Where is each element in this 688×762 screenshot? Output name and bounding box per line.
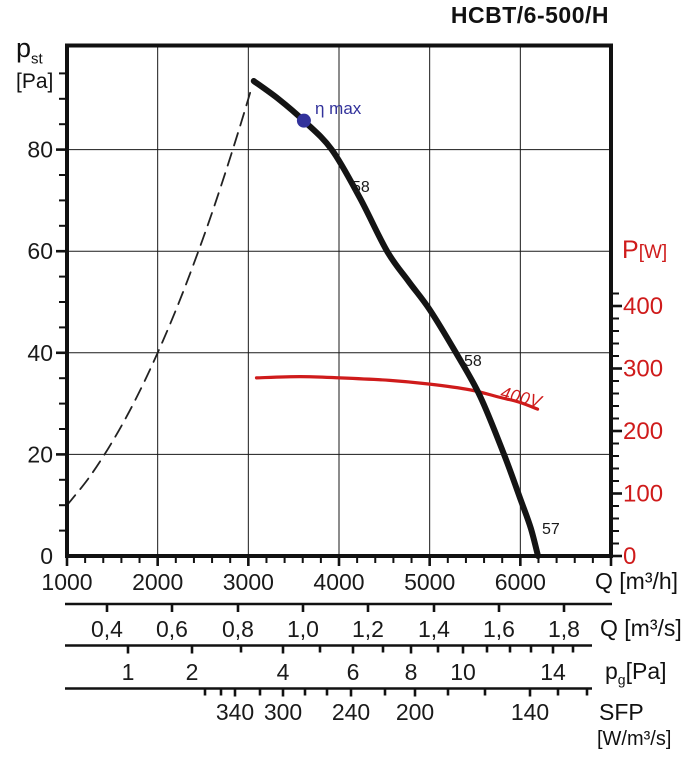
y-right-tick-label: 200 (623, 418, 663, 445)
pg-unit: [Pa] (625, 658, 667, 684)
secondary-scale-tick-label: 240 (332, 699, 370, 725)
secondary-scale-tick-label: 1,8 (548, 616, 580, 642)
fan-pressure-curve (250, 78, 542, 559)
x-scale-m3s-unit: Q [m³/s] (600, 615, 682, 641)
efficiency-label-top: 58 (352, 179, 370, 196)
power-curve-400V (254, 375, 540, 411)
y-right-symbol: P (622, 236, 639, 264)
secondary-scale-tick-label: 0,6 (156, 616, 188, 642)
y-right-unit: [W] (638, 242, 668, 263)
pg-symbol: p (605, 658, 618, 684)
efficiency-label-bottom: 57 (542, 521, 560, 538)
efficiency-label-mid: 58 (464, 353, 482, 370)
x-scale-pg-unit: pg[Pa] (605, 660, 667, 687)
y-right-tick-label: 400 (623, 293, 663, 320)
secondary-scale-tick-label: 340 (216, 699, 254, 725)
secondary-scale-tick-label: 8 (405, 659, 418, 685)
y-axis-right-label: P[W] (622, 238, 667, 263)
y-left-symbol: p (16, 33, 32, 63)
secondary-scale-tick-label: 4 (277, 659, 290, 685)
secondary-scale-tick-label: 2 (186, 659, 199, 685)
secondary-scale-tick-label: 6 (347, 659, 360, 685)
x-axis-tick-label: 3000 (223, 569, 274, 595)
eta-max-marker (296, 113, 311, 128)
y-left-tick-label: 0 (40, 543, 53, 569)
pg-subscript: g (617, 671, 626, 688)
secondary-scale-tick-label: 0,8 (222, 616, 254, 642)
secondary-scale-tick-label: 140 (511, 699, 549, 725)
x-axis-tick-label: 1000 (41, 569, 92, 595)
x-axis-tick-label: 5000 (404, 569, 455, 595)
y-left-subscript: st (31, 50, 43, 68)
x-axis-tick-label: 2000 (132, 569, 183, 595)
secondary-scale-tick-label: 1 (122, 659, 135, 685)
y-right-tick-label: 0 (623, 543, 636, 570)
chart-title: HCBT/6-500/H (450, 2, 609, 28)
eta-max-label: η max (315, 99, 362, 118)
secondary-scale-tick-label: 10 (450, 659, 476, 685)
y-left-tick-label: 60 (27, 238, 53, 264)
secondary-scale-tick-label: 200 (396, 699, 434, 725)
x-axis-main-unit: Q [m³/h] (595, 568, 679, 594)
y-right-tick-label: 300 (623, 356, 663, 383)
secondary-scale-tick-label: 0,4 (91, 616, 123, 642)
system-resistance-curve (66, 85, 253, 507)
plot-frame (65, 43, 613, 558)
x-scale-sfp-title: SFP (599, 699, 644, 725)
secondary-scale-tick-label: 1,0 (287, 616, 319, 642)
x-scale-sfp-unit: [W/m³/s] (597, 728, 672, 750)
y-left-tick-label: 80 (27, 137, 53, 163)
y-left-unit: [Pa] (16, 69, 54, 93)
x-axis-tick-label: 6000 (495, 569, 546, 595)
x-axis-tick-label: 4000 (313, 569, 364, 595)
secondary-scale-tick-label: 1,2 (352, 616, 384, 642)
secondary-scale-tick-label: 14 (540, 659, 566, 685)
secondary-scale-tick-label: 300 (264, 699, 302, 725)
y-right-tick-label: 100 (623, 481, 663, 508)
y-axis-left-label: pst [Pa] (16, 33, 54, 93)
secondary-scale-tick-label: 1,6 (483, 616, 515, 642)
secondary-scale-tick-label: 1,4 (418, 616, 450, 642)
y-left-tick-label: 20 (27, 441, 53, 467)
y-left-tick-label: 40 (27, 340, 53, 366)
